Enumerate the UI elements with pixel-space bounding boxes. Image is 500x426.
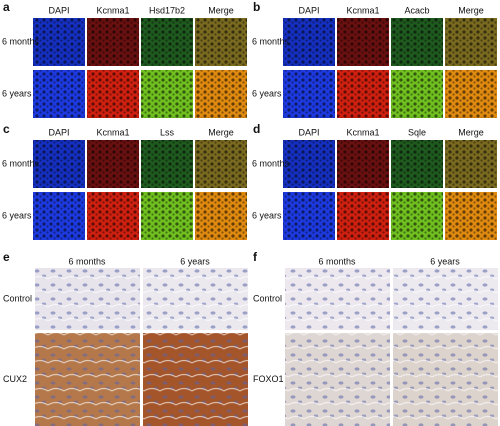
micrograph-texture [283,70,335,118]
micrograph-texture [33,140,85,188]
panel-letter: f [253,250,258,264]
column-header: 6 years [430,256,460,266]
column-header: Merge [208,5,234,15]
row-label: CUX2 [3,374,27,384]
row-label: 6 years [2,210,32,220]
column-header: Acacb [404,5,429,15]
micrograph-texture [391,140,443,188]
column-header: DAPI [298,127,319,137]
micrograph-texture [33,18,85,66]
micrograph-texture [143,333,248,426]
column-header: Merge [458,5,484,15]
panel-letter: c [3,122,10,136]
micrograph-texture [283,192,335,240]
micrograph-texture [285,333,390,426]
micrograph-texture [445,140,497,188]
row-label: 6 months [252,36,290,46]
panel-letter: e [3,250,10,264]
column-header: Lss [160,127,175,137]
micrograph-texture [393,333,498,426]
column-header: Merge [458,127,484,137]
micrograph-texture [391,18,443,66]
column-header: Hsd17b2 [149,5,185,15]
row-label: 6 months [2,158,40,168]
micrograph-texture [445,70,497,118]
column-header: DAPI [48,5,69,15]
micrograph-texture [337,192,389,240]
micrograph-texture [195,70,247,118]
micrograph-texture [35,268,140,330]
column-header: DAPI [298,5,319,15]
row-label: Control [3,293,32,303]
column-header: Sqle [408,127,426,137]
column-header: Kcnma1 [346,127,379,137]
column-header: DAPI [48,127,69,137]
row-label: 6 years [2,88,32,98]
micrograph-texture [141,140,193,188]
micrograph-texture [283,140,335,188]
panel-letter: b [253,0,260,14]
micrograph-texture [391,70,443,118]
micrograph-texture [285,268,390,330]
micrograph-texture [141,18,193,66]
row-label: 6 months [252,158,290,168]
row-label: Control [253,293,282,303]
micrograph-texture [337,140,389,188]
column-header: Merge [208,127,234,137]
row-label: 6 years [252,88,282,98]
column-header: Kcnma1 [96,5,129,15]
micrograph-texture [283,18,335,66]
row-label: 6 years [252,210,282,220]
panel-letter: a [3,0,10,14]
micrograph-texture [445,18,497,66]
micrograph-texture [87,70,139,118]
micrograph-texture [337,70,389,118]
micrograph-texture [391,192,443,240]
micrograph-texture [141,70,193,118]
micrograph-texture [87,192,139,240]
micrograph-texture [143,268,248,330]
column-header: 6 months [68,256,106,266]
row-label: FOXO1 [253,374,284,384]
row-label: 6 months [2,36,40,46]
micrograph-texture [87,140,139,188]
micrograph-texture [445,192,497,240]
column-header: Kcnma1 [346,5,379,15]
micrograph-texture [33,70,85,118]
micrograph-texture [195,140,247,188]
micrograph-texture [87,18,139,66]
column-header: Kcnma1 [96,127,129,137]
micrograph-texture [195,192,247,240]
micrograph-texture [337,18,389,66]
micrograph-texture [393,268,498,330]
column-header: 6 years [180,256,210,266]
micrograph-texture [195,18,247,66]
micrograph-texture [141,192,193,240]
panel-letter: d [253,122,260,136]
micrograph-texture [33,192,85,240]
column-header: 6 months [318,256,356,266]
micrograph-texture [35,333,140,426]
